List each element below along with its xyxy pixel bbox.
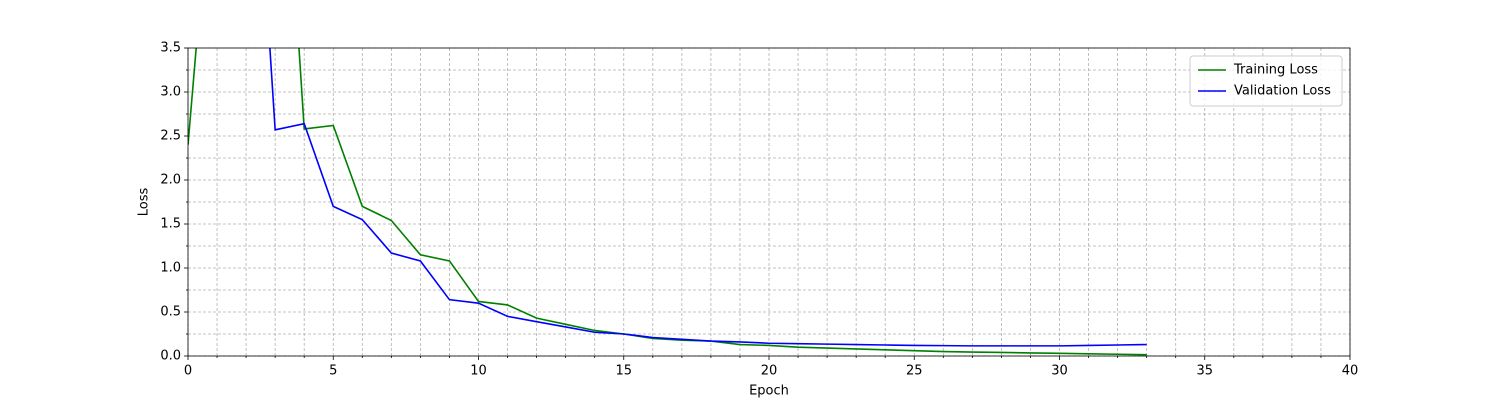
x-tick-label: 35 [1196,364,1213,379]
plot-frame [187,47,1351,357]
y-axis-label: Loss [137,188,152,217]
x-tick-label: 0 [184,364,192,379]
x-tick-label: 10 [470,364,487,379]
y-tick-label: 0.5 [160,305,181,320]
x-axis-label: Epoch [749,384,789,399]
x-tick-label: 5 [329,364,337,379]
x-tick-label: 30 [1051,364,1068,379]
x-tick-label: 15 [615,364,632,379]
y-tick-label: 2.0 [160,173,181,188]
y-tick-label: 3.0 [160,85,181,100]
y-tick-label: 0.0 [160,349,181,364]
line-series [188,48,1147,356]
x-tick-label: 40 [1342,364,1359,379]
legend-label: Validation Loss [1234,84,1331,99]
legend-label: Training Loss [1233,63,1318,78]
x-tick-label: 20 [761,364,778,379]
x-tick-label: 25 [906,364,923,379]
line-series [269,48,1147,347]
y-tick-label: 2.5 [160,129,181,144]
legend-box [1189,55,1343,107]
y-tick-label: 3.5 [160,41,181,56]
y-tick-label: 1.5 [160,217,181,232]
plot-area [188,48,1147,356]
y-tick-label: 1.0 [160,261,181,276]
